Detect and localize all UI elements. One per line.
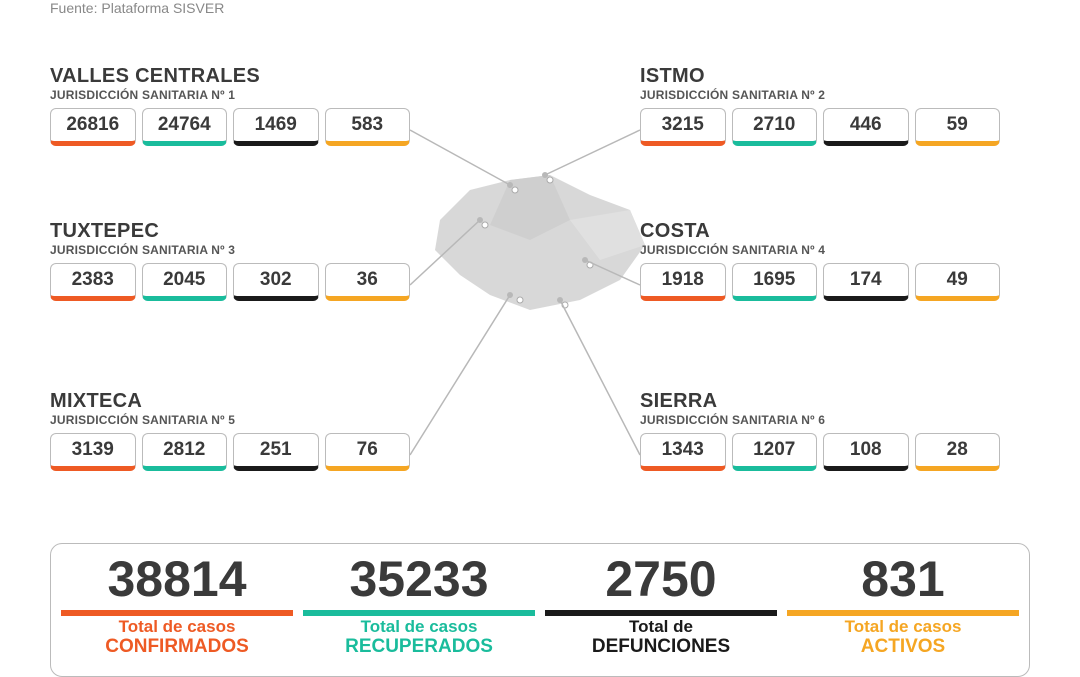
total-value: 38814	[61, 554, 293, 604]
total-active: 831 Total de casosACTIVOS	[787, 554, 1019, 658]
region-cells: 1343120710828	[640, 433, 1000, 471]
stat-cell-active: 59	[915, 108, 1001, 146]
stat-cell-deaths: 302	[233, 263, 319, 301]
region-r1: ISTMOJURISDICCIÓN SANITARIA Nº 2 32152710…	[640, 65, 1000, 146]
region-title: VALLES CENTRALES	[50, 65, 410, 88]
stat-cell-deaths: 446	[823, 108, 909, 146]
source-label: Fuente: Plataforma SISVER	[50, 0, 224, 16]
total-value: 831	[787, 554, 1019, 604]
region-title: MIXTECA	[50, 390, 410, 413]
region-subtitle: JURISDICCIÓN SANITARIA Nº 3	[50, 243, 410, 257]
region-subtitle: JURISDICCIÓN SANITARIA Nº 4	[640, 243, 1000, 257]
region-title: ISTMO	[640, 65, 1000, 88]
total-value: 35233	[303, 554, 535, 604]
region-subtitle: JURISDICCIÓN SANITARIA Nº 1	[50, 88, 410, 102]
stat-cell-recovered: 2045	[142, 263, 228, 301]
region-cells: 3215271044659	[640, 108, 1000, 146]
stat-cell-recovered: 24764	[142, 108, 228, 146]
stat-cell-active: 28	[915, 433, 1001, 471]
stat-cell-recovered: 1695	[732, 263, 818, 301]
total-color-bar	[61, 610, 293, 616]
region-title: TUXTEPEC	[50, 220, 410, 243]
stat-cell-recovered: 2812	[142, 433, 228, 471]
stat-cell-confirmed: 1343	[640, 433, 726, 471]
region-subtitle: JURISDICCIÓN SANITARIA Nº 6	[640, 413, 1000, 427]
total-label-line2: ACTIVOS	[787, 637, 1019, 658]
total-label-line2: CONFIRMADOS	[61, 637, 293, 658]
stat-cell-confirmed: 26816	[50, 108, 136, 146]
total-label-line1: Total de casos	[303, 618, 535, 637]
stat-cell-active: 36	[325, 263, 411, 301]
region-r4: MIXTECAJURISDICCIÓN SANITARIA Nº 5 313928…	[50, 390, 410, 471]
total-color-bar	[545, 610, 777, 616]
region-r3: COSTAJURISDICCIÓN SANITARIA Nº 4 19181695…	[640, 220, 1000, 301]
stat-cell-recovered: 2710	[732, 108, 818, 146]
region-cells: 3139281225176	[50, 433, 410, 471]
total-deaths: 2750 Total deDEFUNCIONES	[545, 554, 777, 658]
stat-cell-confirmed: 1918	[640, 263, 726, 301]
region-cells: 2383204530236	[50, 263, 410, 301]
region-title: COSTA	[640, 220, 1000, 243]
region-r2: TUXTEPECJURISDICCIÓN SANITARIA Nº 3 23832…	[50, 220, 410, 301]
stat-cell-deaths: 251	[233, 433, 319, 471]
total-confirmed: 38814 Total de casosCONFIRMADOS	[61, 554, 293, 658]
stat-cell-confirmed: 2383	[50, 263, 136, 301]
total-label-line2: RECUPERADOS	[303, 637, 535, 658]
total-color-bar	[787, 610, 1019, 616]
region-r5: SIERRAJURISDICCIÓN SANITARIA Nº 6 1343120…	[640, 390, 1000, 471]
stat-cell-active: 76	[325, 433, 411, 471]
region-cells: 1918169517449	[640, 263, 1000, 301]
stat-cell-active: 583	[325, 108, 411, 146]
region-r0: VALLES CENTRALESJURISDICCIÓN SANITARIA N…	[50, 65, 410, 146]
total-label-line1: Total de casos	[61, 618, 293, 637]
total-label-line1: Total de casos	[787, 618, 1019, 637]
region-cells: 26816247641469583	[50, 108, 410, 146]
stat-cell-active: 49	[915, 263, 1001, 301]
region-title: SIERRA	[640, 390, 1000, 413]
stat-cell-recovered: 1207	[732, 433, 818, 471]
total-color-bar	[303, 610, 535, 616]
stat-cell-deaths: 174	[823, 263, 909, 301]
stat-cell-deaths: 108	[823, 433, 909, 471]
total-label-line2: DEFUNCIONES	[545, 637, 777, 658]
region-subtitle: JURISDICCIÓN SANITARIA Nº 5	[50, 413, 410, 427]
total-recovered: 35233 Total de casosRECUPERADOS	[303, 554, 535, 658]
map-silhouette	[420, 150, 660, 330]
region-subtitle: JURISDICCIÓN SANITARIA Nº 2	[640, 88, 1000, 102]
stat-cell-confirmed: 3139	[50, 433, 136, 471]
stat-cell-deaths: 1469	[233, 108, 319, 146]
totals-panel: 38814Total de casosCONFIRMADOS35233Total…	[50, 543, 1030, 677]
stat-cell-confirmed: 3215	[640, 108, 726, 146]
total-value: 2750	[545, 554, 777, 604]
total-label-line1: Total de	[545, 618, 777, 637]
